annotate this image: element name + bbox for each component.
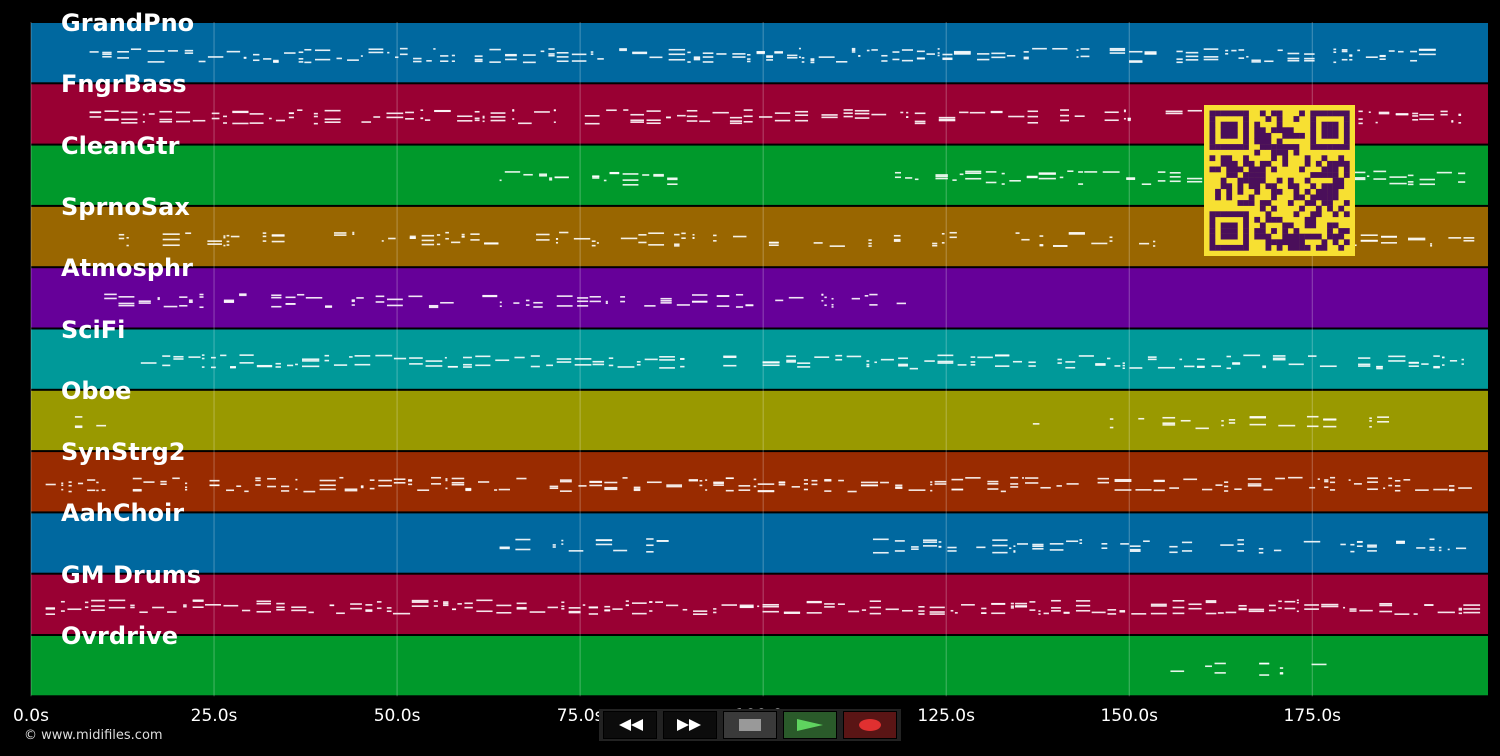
track-band-9	[31, 574, 1488, 634]
track-notes-1	[89, 109, 1462, 125]
time-tick-label-3: 75.0s	[556, 706, 604, 726]
stop-button[interactable]	[723, 711, 777, 739]
rewind-button[interactable]	[603, 711, 657, 739]
track-name-6: Oboe	[61, 376, 132, 405]
fast-forward-button[interactable]	[663, 711, 717, 739]
track-notes-4	[104, 293, 906, 309]
record-button[interactable]	[843, 711, 897, 739]
track-band-8	[31, 513, 1488, 573]
transport-controls	[599, 709, 901, 741]
track-name-3: SprnoSax	[61, 192, 190, 221]
track-name-1: FngrBass	[61, 70, 187, 99]
track-band-7	[31, 452, 1488, 512]
play-button[interactable]	[783, 711, 837, 739]
track-name-4: Atmosphr	[61, 254, 193, 283]
track-notes-2	[499, 170, 1466, 186]
track-name-7: SynStrg2	[61, 438, 186, 467]
time-tick-label-1: 25.0s	[190, 706, 238, 726]
copyright-text: © www.midifiles.com	[24, 728, 163, 743]
time-tick-label-5: 125.0s	[917, 706, 975, 726]
time-tick-label-6: 150.0s	[1100, 706, 1158, 726]
stop-icon	[739, 719, 761, 731]
track-name-5: SciFi	[61, 315, 126, 344]
time-tick-label-2: 50.0s	[373, 706, 421, 726]
track-band-4	[31, 268, 1488, 328]
track-notes-8	[499, 538, 1467, 554]
track-name-2: CleanGtr	[61, 131, 180, 160]
track-notes-5	[140, 354, 1464, 370]
track-band-10	[31, 636, 1488, 696]
time-tick-label-7: 175.0s	[1283, 706, 1342, 726]
track-name-9: GM Drums	[61, 560, 202, 589]
track-band-6	[31, 390, 1488, 451]
rewind-icon	[619, 719, 643, 731]
track-notes-7	[45, 476, 1472, 493]
track-notes-0	[89, 47, 1436, 64]
track-name-8: AahChoir	[61, 499, 185, 528]
time-tick-label-0: 0.0s	[13, 706, 49, 726]
fast-forward-icon	[677, 719, 701, 731]
play-icon	[797, 719, 823, 731]
track-name-0: GrandPno	[61, 9, 195, 37]
track-notes-9	[45, 599, 1481, 616]
track-band-5	[31, 329, 1488, 389]
track-notes-10	[1170, 662, 1327, 676]
track-notes-6	[74, 415, 1390, 430]
track-name-10: Ovrdrive	[61, 622, 179, 650]
record-icon	[859, 719, 881, 731]
qr-code	[1204, 105, 1355, 256]
